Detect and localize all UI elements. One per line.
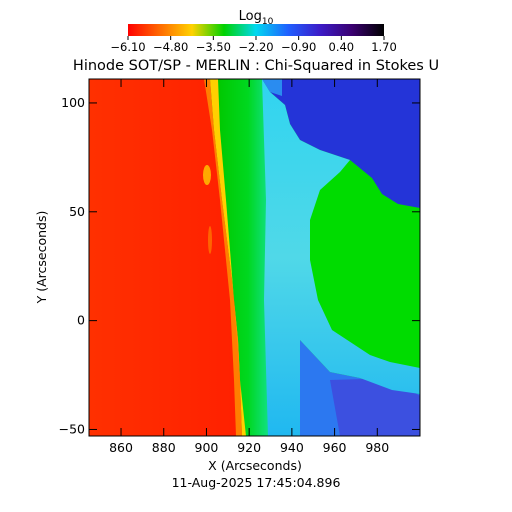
y-tick-label: 0 — [77, 313, 85, 328]
heatmap-lower-blue-wedge — [330, 378, 420, 436]
y-tick-label: 50 — [69, 204, 85, 219]
timestamp: 11-Aug-2025 17:45:04.896 — [172, 475, 341, 490]
heatmap-near-limb-band — [218, 79, 268, 436]
heatmap-limb — [210, 79, 246, 436]
heatmap-solar-disk — [89, 79, 242, 436]
y-tick-label: 100 — [61, 95, 85, 110]
heatmap-cyan-region — [262, 79, 420, 436]
x-axis: 860 880 900 920 940 960 980 — [109, 79, 389, 455]
x-tick-label: 900 — [195, 440, 219, 455]
heatmap-upper-right-corner — [262, 79, 420, 208]
colorbar-tick-label: −4.80 — [153, 40, 188, 54]
x-axis-label: X (Arcseconds) — [208, 458, 302, 473]
heatmap-bright-feature — [208, 226, 212, 254]
colorbar-gradient — [128, 24, 384, 36]
x-tick-label: 880 — [152, 440, 176, 455]
heatmap-bright-feature — [203, 165, 211, 185]
colorbar-tick-label: −6.10 — [110, 40, 145, 54]
colorbar-tick-label: −0.90 — [281, 40, 316, 54]
y-axis-label: Y (Arcseconds) — [34, 211, 49, 305]
colorbar-ticks: −6.10 −4.80 −3.50 −2.20 −0.90 0.40 1.70 — [110, 36, 397, 54]
heatmap-upper-left-blue — [262, 79, 282, 96]
x-tick-label: 980 — [365, 440, 389, 455]
colorbar-tick-label: 0.40 — [329, 40, 355, 54]
heatmap — [89, 79, 420, 436]
x-tick-label: 960 — [323, 440, 347, 455]
colorbar-tick-label: 1.70 — [371, 40, 397, 54]
plot-frame — [88, 78, 421, 437]
y-axis: −50 0 50 100 — [59, 95, 420, 436]
x-tick-label: 940 — [280, 440, 304, 455]
plot-title: Hinode SOT/SP - MERLIN : Chi-Squared in … — [73, 58, 439, 74]
colorbar: Log10 −6.10 −4.80 −3.50 −2.20 −0.90 0.40 1.70 — [110, 9, 396, 54]
y-tick-label: −50 — [59, 421, 85, 436]
x-tick-label: 920 — [237, 440, 261, 455]
colorbar-tick-label: −3.50 — [196, 40, 231, 54]
x-tick-label: 860 — [109, 440, 133, 455]
colorbar-tick-label: −2.20 — [238, 40, 273, 54]
colorbar-title: Log10 — [239, 9, 274, 27]
heatmap-limb-glow — [204, 79, 242, 436]
